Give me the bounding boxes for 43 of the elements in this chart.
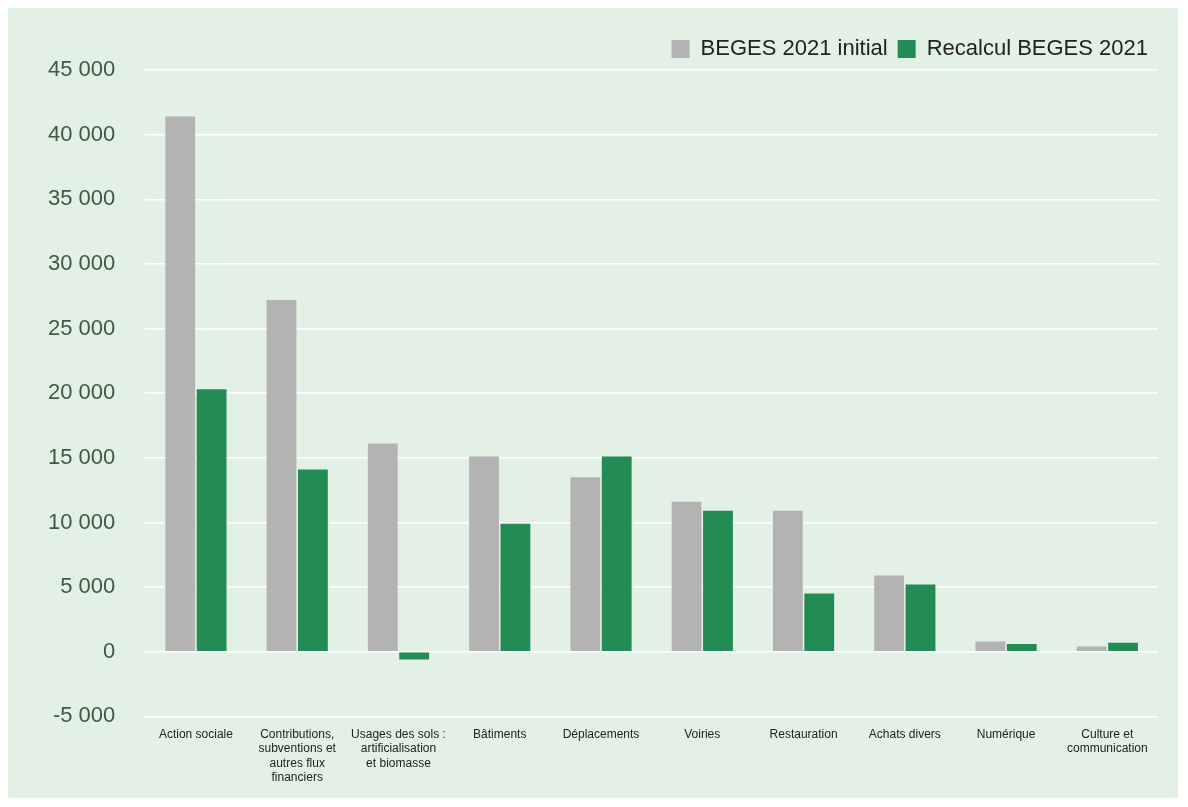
bar: [601, 456, 632, 652]
bar: [570, 477, 601, 652]
y-tick-label: 30 000: [47, 249, 116, 275]
y-tick-label: -5 000: [52, 702, 116, 728]
x-tick-label: Culture et communication: [1067, 726, 1148, 756]
y-tick-label: 45 000: [47, 56, 116, 82]
y-tick-label: 15 000: [47, 443, 116, 469]
y-tick-label: 5 000: [60, 573, 116, 599]
legend-label: Recalcul BEGES 2021: [926, 35, 1148, 61]
bar: [367, 443, 398, 652]
bar: [469, 456, 499, 652]
y-tick-label: 25 000: [47, 314, 116, 340]
bar: [500, 523, 531, 652]
bar: [196, 389, 227, 652]
bar: [703, 510, 733, 652]
y-tick-label: 35 000: [47, 185, 116, 211]
x-tick-label: Bâtiments: [473, 726, 527, 741]
x-tick-label: Usages des sols : artificialisation et biomasse: [351, 726, 446, 770]
y-tick-label: 0: [103, 637, 116, 663]
x-tick-label: Contributions, subventions et autres flux financiers: [258, 726, 337, 785]
x-tick-label: Action sociale: [158, 726, 234, 741]
bar: [671, 501, 702, 652]
y-tick-label: 20 000: [47, 379, 116, 405]
bar: [399, 652, 430, 660]
legend-label: BEGES 2021 initial: [700, 35, 888, 61]
y-tick-label: 10 000: [47, 508, 116, 534]
bar: [297, 469, 328, 652]
bar: [266, 300, 297, 652]
bar: [1076, 646, 1107, 652]
bar: [772, 510, 803, 652]
x-tick-label: Achats divers: [868, 726, 941, 741]
x-tick-label: Restauration: [769, 726, 838, 741]
bar: [165, 116, 196, 652]
bar: [804, 593, 835, 652]
x-tick-label: Numérique: [976, 726, 1036, 741]
bar: [905, 584, 936, 652]
bar: [1108, 642, 1138, 652]
bar: [1006, 644, 1037, 652]
x-tick-label: Voiries: [684, 726, 721, 741]
x-tick-label: Déplacements: [562, 726, 640, 741]
bar: [975, 641, 1006, 652]
bar: [874, 575, 905, 652]
y-tick-label: 40 000: [47, 120, 116, 146]
